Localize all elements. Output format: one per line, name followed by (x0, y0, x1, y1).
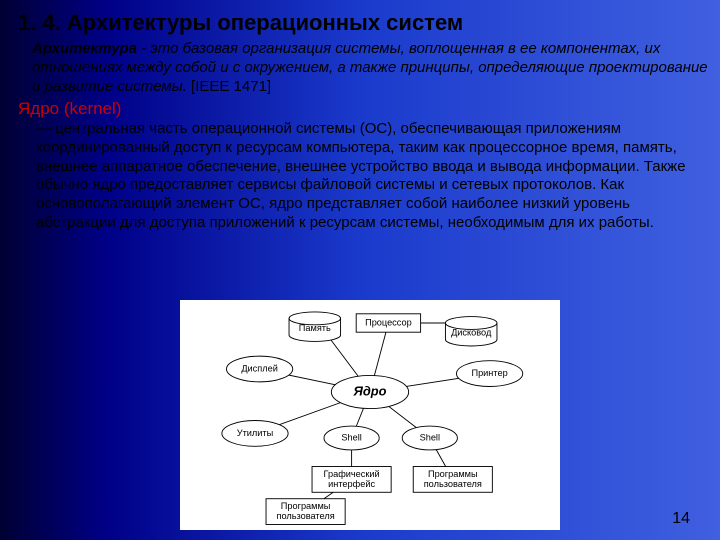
architecture-term: Архитектура (32, 40, 137, 57)
page-title: 1. 4. Архитектуры операционных систем (18, 10, 708, 36)
architecture-definition: Архитектура - это базовая организация си… (18, 40, 708, 96)
svg-text:Дисплей: Дисплей (241, 363, 278, 373)
svg-text:пользователя: пользователя (277, 511, 335, 521)
svg-text:Память: Память (299, 323, 331, 333)
svg-text:Принтер: Принтер (471, 368, 507, 378)
svg-text:Ядро: Ядро (352, 383, 386, 398)
svg-text:Программы: Программы (281, 501, 331, 511)
kernel-body: — центральная часть операционной системы… (18, 120, 708, 233)
svg-text:Дисковод: Дисковод (451, 328, 492, 338)
svg-text:Shell: Shell (341, 432, 361, 442)
architecture-ref: [IEEE 1471] (187, 78, 271, 95)
svg-text:Утилиты: Утилиты (237, 428, 273, 438)
svg-text:Процессор: Процессор (365, 317, 412, 327)
svg-text:Графический: Графический (324, 469, 380, 479)
kernel-definition: Ядро (kernel) — центральная часть операц… (18, 98, 708, 232)
svg-text:Shell: Shell (420, 432, 440, 442)
svg-text:Программы: Программы (428, 469, 478, 479)
kernel-diagram: Ядро Память Процессор Дисковод Дисплей Принте… (180, 300, 560, 530)
svg-text:интерфейс: интерфейс (328, 479, 375, 489)
svg-text:пользователя: пользователя (424, 479, 482, 489)
page-number: 14 (672, 510, 690, 528)
kernel-term: Ядро (kernel) (18, 99, 121, 118)
